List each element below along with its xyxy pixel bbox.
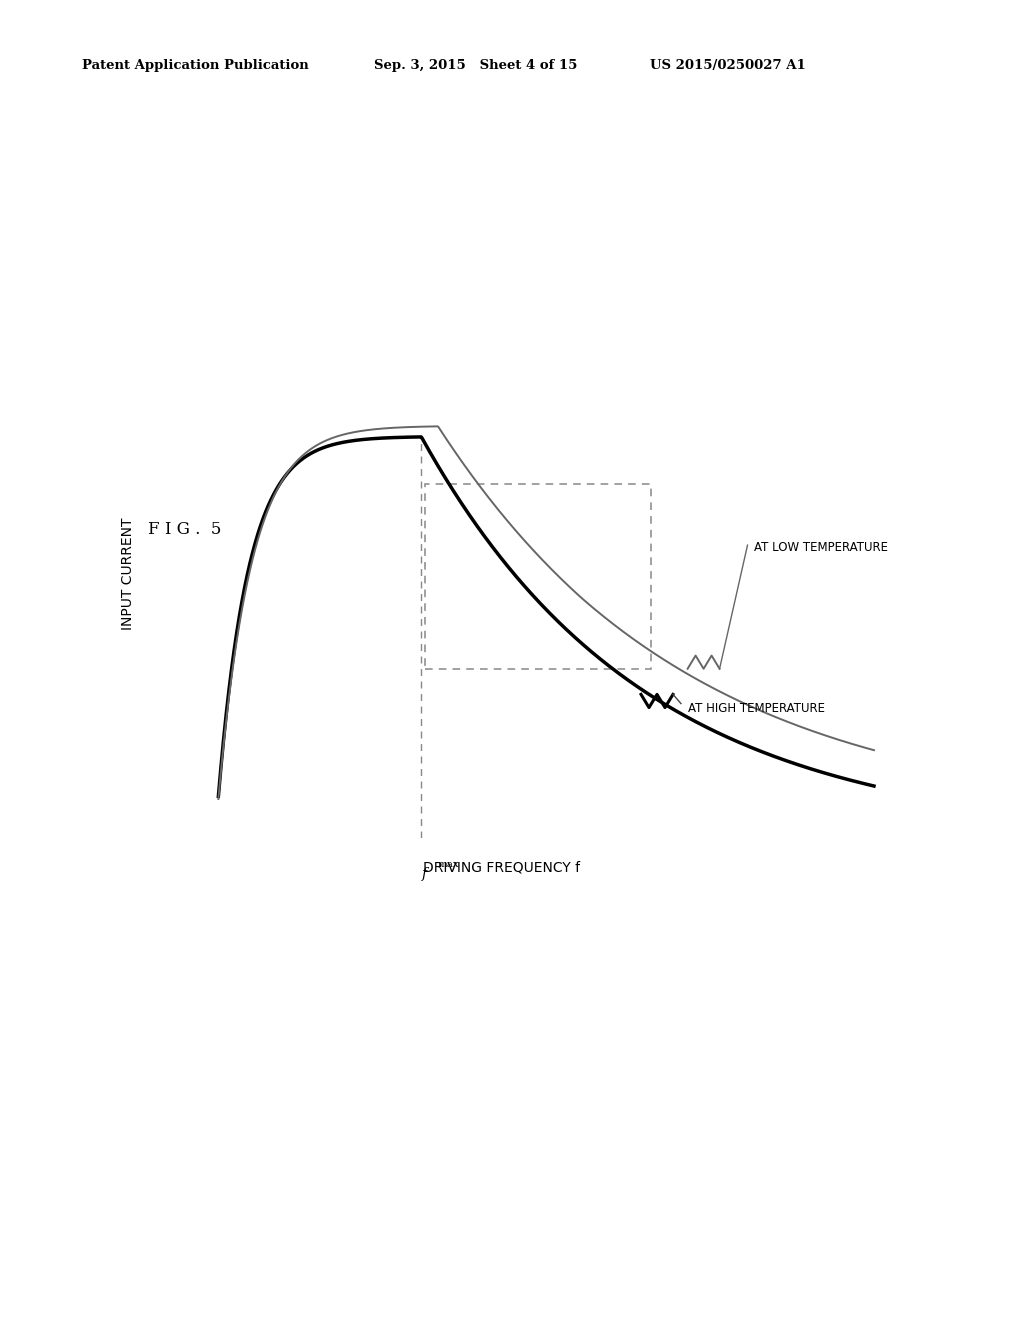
Text: max: max bbox=[438, 861, 460, 870]
Bar bbox=[425, 484, 651, 669]
Text: AT LOW TEMPERATURE: AT LOW TEMPERATURE bbox=[754, 541, 888, 554]
Text: Sep. 3, 2015   Sheet 4 of 15: Sep. 3, 2015 Sheet 4 of 15 bbox=[374, 59, 578, 73]
Text: US 2015/0250027 A1: US 2015/0250027 A1 bbox=[650, 59, 806, 73]
Text: DRIVING FREQUENCY f: DRIVING FREQUENCY f bbox=[423, 861, 581, 875]
Text: f: f bbox=[422, 867, 427, 882]
Text: Patent Application Publication: Patent Application Publication bbox=[82, 59, 308, 73]
Text: F I G .  5: F I G . 5 bbox=[148, 521, 222, 539]
Text: AT HIGH TEMPERATURE: AT HIGH TEMPERATURE bbox=[688, 702, 824, 715]
Text: INPUT CURRENT: INPUT CURRENT bbox=[121, 517, 135, 631]
